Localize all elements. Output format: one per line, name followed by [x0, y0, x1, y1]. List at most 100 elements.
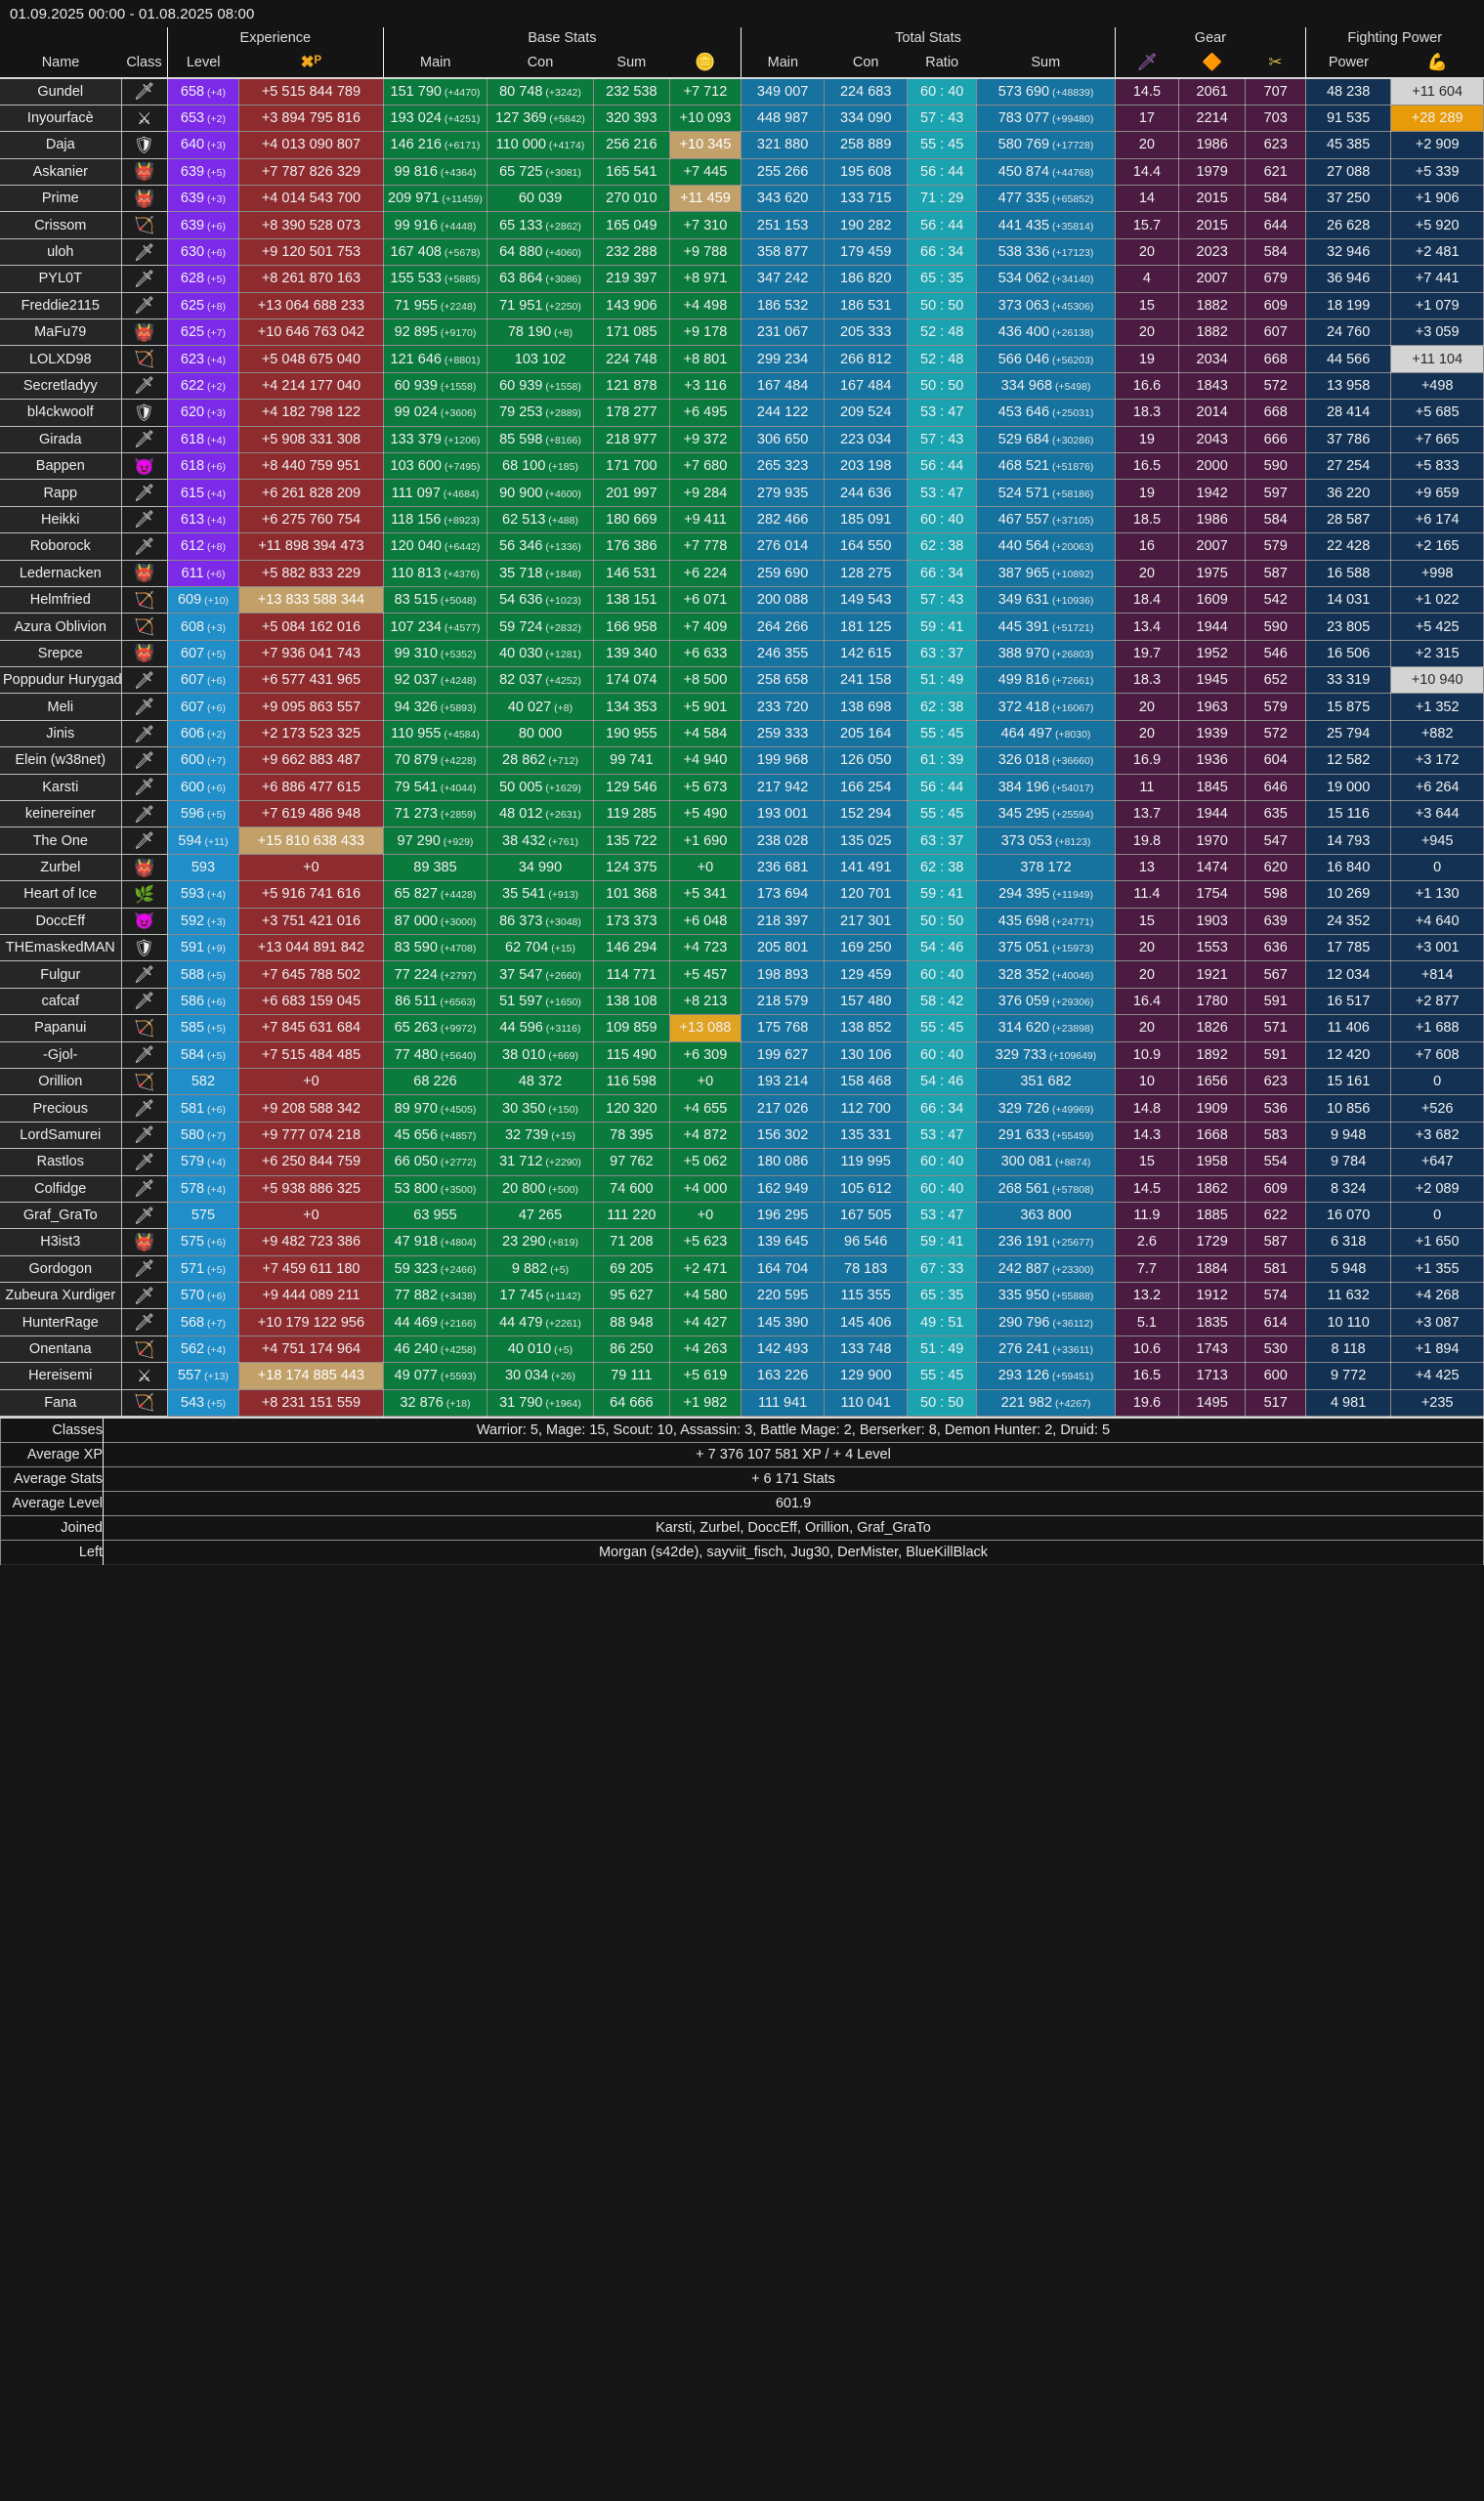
- gear-gem-value: 1474: [1177, 853, 1247, 882]
- col-header-level[interactable]: Level: [167, 49, 239, 78]
- col-header-gear-gem[interactable]: 🔶: [1178, 49, 1246, 78]
- level-value-delta: (+6): [204, 247, 226, 260]
- table-row[interactable]: Helmfried 🏹 609 (+10) +13 833 588 344 83 515…: [0, 585, 1484, 615]
- total-sum-value: 499 816 (+72661): [976, 666, 1116, 695]
- base-main-value: 65 827 (+4428): [382, 880, 488, 909]
- xp-value: +8 231 151 559: [238, 1388, 384, 1418]
- table-row[interactable]: Graf_GraTo 🗡 575 +0 63 955 47 265 111 220 +0 196…: [0, 1201, 1484, 1230]
- col-header-base-con[interactable]: Con: [487, 49, 594, 78]
- table-row[interactable]: Fulgur 🗡 588 (+5) +7 645 788 502 77 224 (+27…: [0, 960, 1484, 989]
- base-gold-value: +5 341: [668, 880, 742, 909]
- table-row[interactable]: MaFu79 👹 625 (+7) +10 646 763 042 92 895 (+9…: [0, 318, 1484, 347]
- table-row[interactable]: Rapp 🗡 615 (+4) +6 261 828 209 111 097 (+468…: [0, 479, 1484, 507]
- table-row[interactable]: Meli 🗡 607 (+6) +9 095 863 557 94 326 (+5893…: [0, 693, 1484, 721]
- col-header-class[interactable]: Class: [121, 49, 168, 78]
- col-header-base-gold[interactable]: 🪙: [669, 49, 742, 78]
- table-row[interactable]: uloh 🗡 630 (+6) +9 120 501 753 167 408 (+567…: [0, 237, 1484, 267]
- col-header-total-sum[interactable]: Sum: [976, 49, 1116, 78]
- gear-gem-value: 2014: [1177, 399, 1247, 427]
- table-row[interactable]: LordSamurei 🗡 580 (+7) +9 777 074 218 45 656…: [0, 1121, 1484, 1150]
- member-name: Daja: [0, 131, 122, 159]
- total-main-value: 175 768: [741, 1014, 826, 1042]
- base-main-value-delta: (+8923): [441, 514, 480, 527]
- member-name: Orillion: [0, 1067, 122, 1096]
- level-value: 607 (+6): [166, 693, 240, 721]
- table-row[interactable]: -Gjol- 🗡 584 (+5) +7 515 484 485 77 480 (+56…: [0, 1040, 1484, 1069]
- gear-weapon-value: 14.5: [1114, 1174, 1179, 1203]
- base-con-value-delta: (+8): [551, 327, 573, 340]
- gear-weapon-value: 18.3: [1114, 666, 1179, 695]
- table-row[interactable]: Rastlos 🗡 579 (+4) +6 250 844 759 66 050 (+2…: [0, 1148, 1484, 1176]
- table-row[interactable]: HunterRage 🗡 568 (+7) +10 179 122 956 44 469…: [0, 1308, 1484, 1336]
- col-header-power-delta[interactable]: 💪: [1390, 49, 1484, 78]
- table-row[interactable]: Girada 🗡 618 (+4) +5 908 331 308 133 379 (+1…: [0, 425, 1484, 453]
- table-row[interactable]: keinereiner 🗡 596 (+5) +7 619 486 948 71 273…: [0, 800, 1484, 828]
- table-row[interactable]: Azura Oblivion 🏹 608 (+3) +5 084 162 016 107…: [0, 613, 1484, 641]
- table-row[interactable]: Srepce 👹 607 (+5) +7 936 041 743 99 310 (+53…: [0, 639, 1484, 668]
- table-row[interactable]: Zurbel 👹 593 +0 89 385 34 990 124 375 +0 236 681…: [0, 853, 1484, 882]
- table-row[interactable]: Secretladyy 🗡 622 (+2) +4 214 177 040 60 939…: [0, 371, 1484, 401]
- total-sum-value: 436 400 (+26138): [976, 318, 1116, 347]
- table-row[interactable]: Hereisemi ⚔ 557 (+13) +18 174 885 443 49 077…: [0, 1362, 1484, 1390]
- table-row[interactable]: Inyourfacè ⚔ 653 (+2) +3 894 795 816 193 024…: [0, 104, 1484, 133]
- table-row[interactable]: Poppudur Hurygad 🗡 607 (+6) +6 577 431 965 9…: [0, 666, 1484, 695]
- col-header-total-con[interactable]: Con: [824, 49, 908, 78]
- total-sum-value-delta: (+4267): [1052, 1397, 1091, 1410]
- table-row[interactable]: Jinis 🗡 606 (+2) +2 173 523 325 110 955 (+45…: [0, 719, 1484, 748]
- member-name: Elein (w38net): [0, 746, 122, 775]
- col-header-base-sum[interactable]: Sum: [593, 49, 670, 78]
- table-row[interactable]: Gundel 🗡 658 (+4) +5 515 844 789 151 790 (+4…: [0, 77, 1484, 106]
- col-header-base-main[interactable]: Main: [383, 49, 488, 78]
- table-row[interactable]: H3ist3 👹 575 (+6) +9 482 723 386 47 918 (+48…: [0, 1228, 1484, 1256]
- base-main-value: 53 800 (+3500): [382, 1174, 488, 1203]
- table-row[interactable]: Heart of Ice 🌿 593 (+4) +5 916 741 616 65 82…: [0, 880, 1484, 909]
- table-row[interactable]: Roborock 🗡 612 (+8) +11 898 394 473 120 040 …: [0, 532, 1484, 561]
- table-row[interactable]: The One 🗡 594 (+11) +15 810 638 433 97 290 (…: [0, 827, 1484, 855]
- table-row[interactable]: cafcaf 🗡 586 (+6) +6 683 159 045 86 511 (+65…: [0, 987, 1484, 1016]
- member-name: Inyourfacè: [0, 104, 122, 133]
- base-main-value: 65 263 (+9972): [382, 1014, 488, 1042]
- table-row[interactable]: Fana 🏹 543 (+5) +8 231 151 559 32 876 (+18) 3…: [0, 1388, 1484, 1418]
- summary-value: + 7 376 107 581 XP / + 4 Level: [103, 1441, 1484, 1467]
- total-con-value: 135 331: [824, 1121, 909, 1150]
- table-row[interactable]: Askanier 👹 639 (+5) +7 787 826 329 99 816 (+…: [0, 157, 1484, 187]
- table-row[interactable]: Precious 🗡 581 (+6) +9 208 588 342 89 970 (+…: [0, 1094, 1484, 1123]
- col-header-total-main[interactable]: Main: [741, 49, 825, 78]
- table-row[interactable]: THEmaskedMAN 🛡 591 (+9) +13 044 891 842 83 5…: [0, 933, 1484, 962]
- col-header-gear-tool[interactable]: ✂: [1245, 49, 1306, 78]
- table-row[interactable]: Bappen 😈 618 (+6) +8 440 759 951 103 600 (+7…: [0, 451, 1484, 481]
- table-row[interactable]: LOLXD98 🏹 623 (+4) +5 048 675 040 121 646 (+…: [0, 345, 1484, 373]
- table-row[interactable]: Orillion 🏹 582 +0 68 226 48 372 116 598 +0 193 2…: [0, 1067, 1484, 1096]
- table-row[interactable]: DoccEff 😈 592 (+3) +3 751 421 016 87 000 (+3…: [0, 907, 1484, 936]
- table-row[interactable]: Crissom 🏹 639 (+6) +8 390 528 073 99 916 (+4…: [0, 211, 1484, 239]
- table-row[interactable]: bl4ckwoolf 🛡 620 (+3) +4 182 798 122 99 024 …: [0, 399, 1484, 427]
- level-value: 562 (+4): [166, 1335, 240, 1364]
- table-row[interactable]: Gordogon 🗡 571 (+5) +7 459 611 180 59 323 (+…: [0, 1254, 1484, 1284]
- table-row[interactable]: Heikki 🗡 613 (+4) +6 275 760 754 118 156 (+8…: [0, 505, 1484, 534]
- table-row[interactable]: Prime 👹 639 (+3) +4 014 543 700 209 971 (+11…: [0, 185, 1484, 213]
- gear-weapon-value: 2.6: [1114, 1228, 1179, 1256]
- table-row[interactable]: Onentana 🏹 562 (+4) +4 751 174 964 46 240 (+…: [0, 1335, 1484, 1364]
- table-row[interactable]: Papanui 🏹 585 (+5) +7 845 631 684 65 263 (+9…: [0, 1014, 1484, 1042]
- table-row[interactable]: Freddie2115 🗡 625 (+8) +13 064 688 233 71 95…: [0, 291, 1484, 320]
- total-con-value: 185 091: [824, 505, 909, 534]
- col-header-gear-weapon[interactable]: 🗡: [1115, 49, 1179, 78]
- table-row[interactable]: Karsti 🗡 600 (+6) +6 886 477 615 79 541 (+40…: [0, 773, 1484, 802]
- table-row[interactable]: PYL0T 🗡 628 (+5) +8 261 870 163 155 533 (+58…: [0, 265, 1484, 293]
- power-delta-value: +3 644: [1390, 800, 1484, 828]
- col-header-power[interactable]: Power: [1305, 49, 1391, 78]
- col-header-total-ratio[interactable]: Ratio: [907, 49, 977, 78]
- table-row[interactable]: Colfidge 🗡 578 (+4) +5 938 886 325 53 800 (+…: [0, 1174, 1484, 1203]
- total-sum-value: 373 063 (+45306): [976, 291, 1116, 320]
- base-con-value-delta: (+913): [545, 889, 578, 902]
- table-row[interactable]: Daja 🛡 640 (+3) +4 013 090 807 146 216 (+617…: [0, 131, 1484, 159]
- gear-weapon-value: 4: [1114, 265, 1179, 293]
- xp-value: +10 179 122 956: [238, 1308, 384, 1336]
- xp-value: +0: [238, 1201, 384, 1230]
- table-row[interactable]: Elein (w38net) 🗡 600 (+7) +9 662 883 487 70 …: [0, 746, 1484, 775]
- col-header-xp[interactable]: ✖ᴾ: [238, 49, 384, 78]
- table-row[interactable]: Ledernacken 👹 611 (+6) +5 882 833 229 110 81…: [0, 559, 1484, 587]
- power-value: 33 319: [1304, 666, 1392, 695]
- col-header-name[interactable]: Name: [0, 49, 122, 78]
- table-row[interactable]: Zubeura Xurdiger 🗡 570 (+6) +9 444 089 211 7…: [0, 1282, 1484, 1310]
